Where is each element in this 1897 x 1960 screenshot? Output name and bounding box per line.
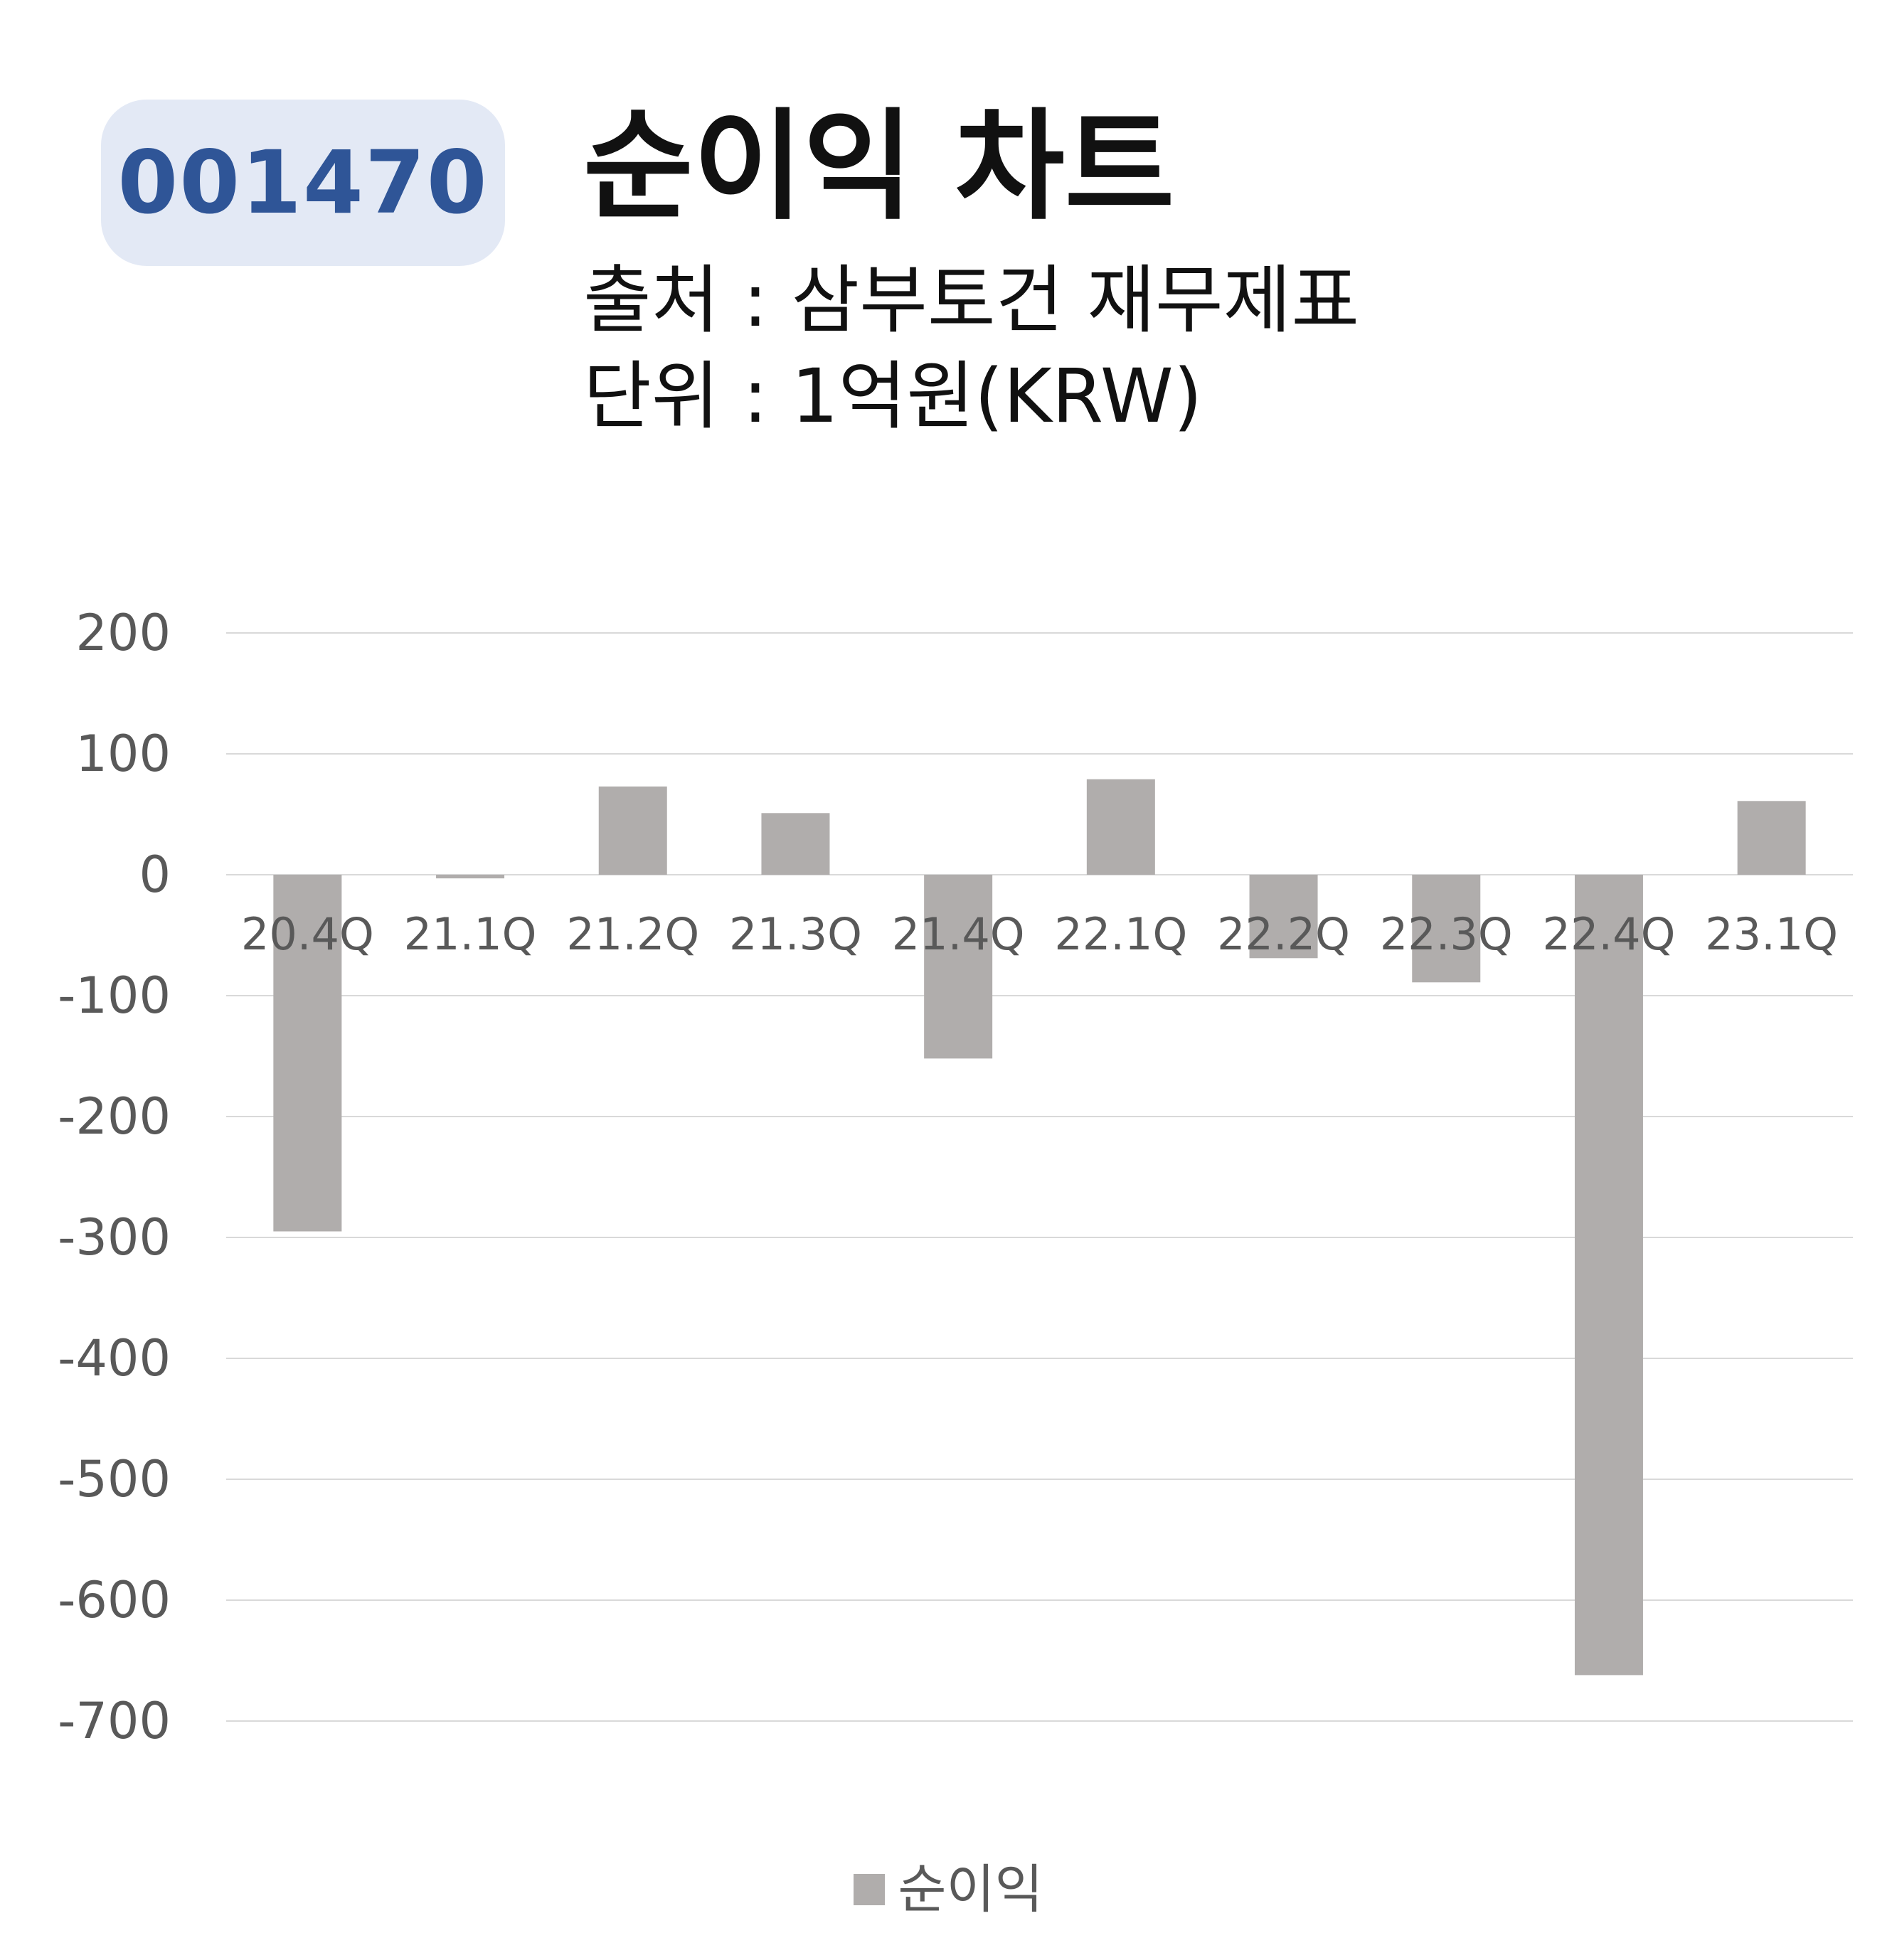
bar-21.3Q [761, 813, 830, 875]
x-tick-label: 22.2Q [1217, 908, 1350, 960]
unit-text: 단위 : 1억원(KRW) [583, 353, 1203, 440]
legend: 순이익 [0, 1863, 1897, 1916]
y-tick-label: -200 [58, 1087, 171, 1146]
bars [273, 779, 1806, 1676]
x-tick-label: 21.2Q [566, 908, 699, 960]
x-tick-label: 22.3Q [1380, 908, 1513, 960]
chart-title: 순이익 차트 [583, 97, 1175, 236]
ticker-badge: 001470 [101, 100, 505, 266]
y-tick-label: -400 [58, 1329, 171, 1388]
bar-21.4Q [924, 875, 993, 1059]
y-tick-label: -700 [58, 1692, 171, 1750]
y-tick-label: -300 [58, 1208, 171, 1267]
bar-22.4Q [1574, 875, 1643, 1676]
x-tick-label: 21.1Q [404, 908, 537, 960]
bar-23.1Q [1737, 801, 1806, 875]
legend-label: 순이익 [898, 1859, 1043, 1920]
bar-22.2Q [1249, 875, 1318, 959]
x-tick-label: 22.4Q [1543, 908, 1676, 960]
bar-21.1Q [436, 875, 505, 879]
y-tick-label: -600 [58, 1571, 171, 1629]
x-tick-label: 20.4Q [241, 908, 374, 960]
y-axis-ticks: 200 100 0 -100 -200 -300 -400 -500 -600 -700 [58, 604, 171, 1750]
y-tick-label: -100 [58, 966, 171, 1025]
x-tick-label: 22.1Q [1054, 908, 1187, 960]
source-text: 출처 : 삼부토건 재무제표 [583, 257, 1360, 343]
bar-20.4Q [273, 875, 342, 1232]
bar-22.3Q [1412, 875, 1481, 983]
x-tick-label: 21.4Q [892, 908, 1025, 960]
y-tick-label: 0 [139, 846, 171, 904]
bar-22.1Q [1086, 779, 1155, 875]
ticker-code: 001470 [117, 132, 489, 233]
y-tick-label: 200 [75, 604, 171, 662]
y-tick-label: 100 [75, 725, 171, 783]
x-tick-label: 23.1Q [1705, 908, 1838, 960]
y-tick-label: -500 [58, 1450, 171, 1508]
x-tick-label: 21.3Q [729, 908, 862, 960]
x-axis-ticks: 20.4Q 21.1Q 21.2Q 21.3Q 21.4Q 22.1Q 22.2Q 22.3Q… [241, 908, 1838, 960]
bar-21.2Q [598, 786, 667, 875]
legend-swatch [854, 1874, 886, 1905]
